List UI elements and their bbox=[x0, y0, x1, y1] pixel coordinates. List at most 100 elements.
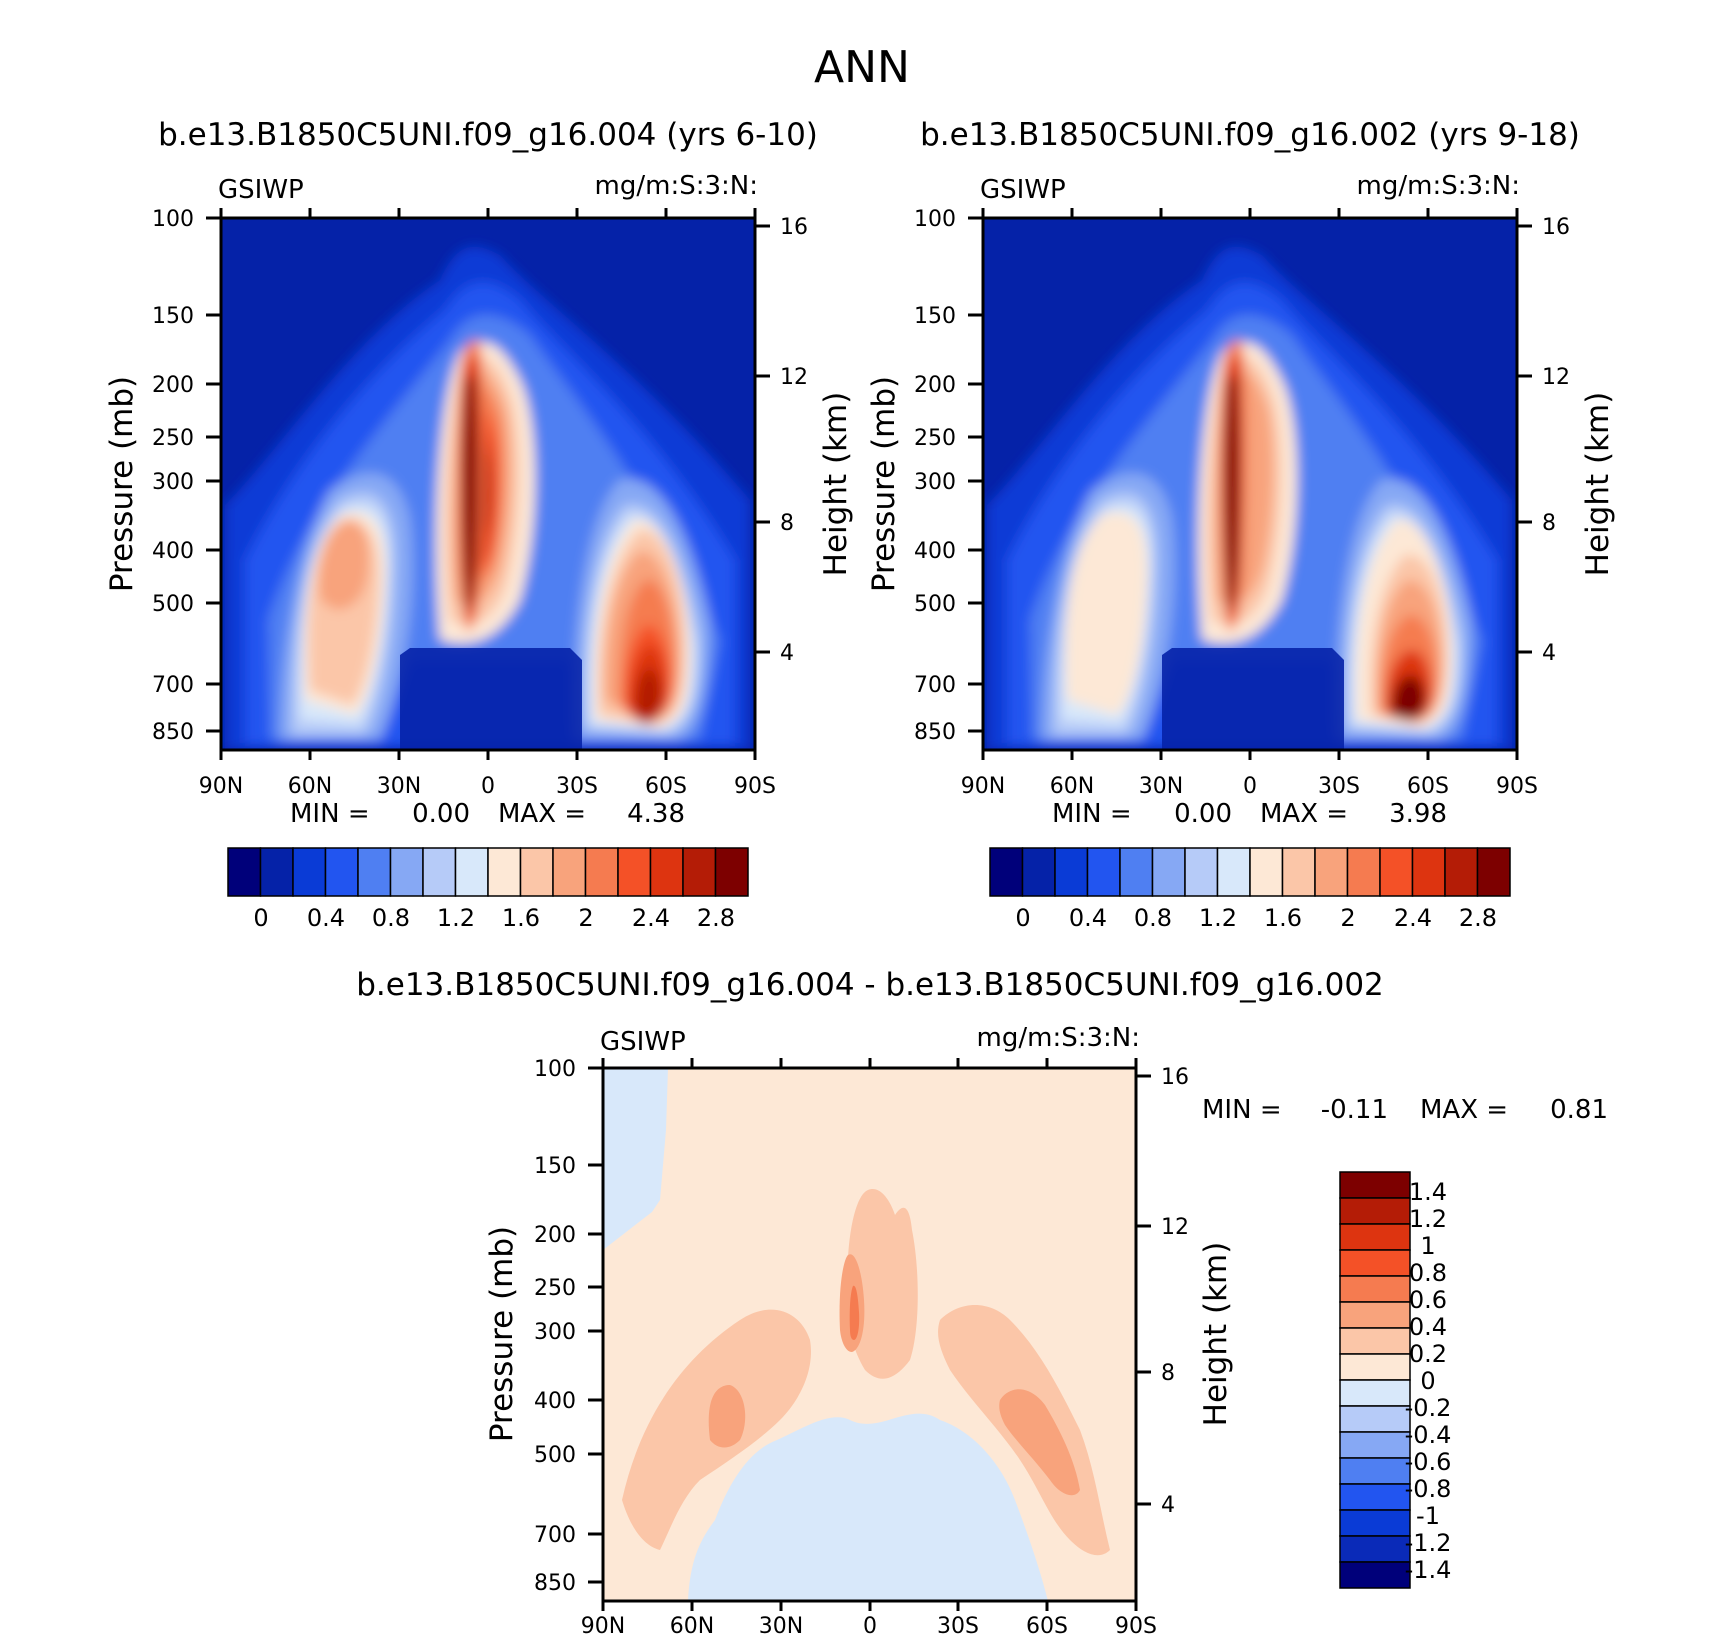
colorbar-swatch bbox=[617, 847, 652, 897]
colorbar-label: 1.6 bbox=[1264, 904, 1302, 932]
colorbar-swatch bbox=[1021, 847, 1056, 897]
colorbar-swatch bbox=[454, 847, 489, 897]
panel-model-004: b.e13.B1850C5UNI.f09_g16.004 (yrs 6-10) … bbox=[104, 117, 854, 932]
colorbar-swatch bbox=[519, 847, 554, 897]
colorbar-swatch bbox=[1249, 847, 1284, 897]
colorbar-swatch bbox=[1281, 847, 1316, 897]
y-tick-label: 200 bbox=[534, 1223, 576, 1248]
y-right-tick-label: 12 bbox=[1542, 365, 1570, 390]
contour-field bbox=[603, 1068, 1136, 1601]
colorbar-swatch bbox=[1339, 1431, 1411, 1459]
colorbar-label: 0 bbox=[1420, 1367, 1435, 1395]
units-label: mg/m:S:3:N: bbox=[977, 1023, 1140, 1053]
colorbar-swatch bbox=[1314, 847, 1349, 897]
max-label: MAX = bbox=[1260, 799, 1348, 829]
colorbar-swatch bbox=[357, 847, 392, 897]
colorbar-swatch bbox=[1379, 847, 1414, 897]
x-tick-label: 60N bbox=[670, 1614, 714, 1639]
y-tick-label: 850 bbox=[152, 720, 194, 745]
colorbar-swatch bbox=[1339, 1249, 1411, 1277]
colorbar-swatch bbox=[584, 847, 619, 897]
colorbar-swatch bbox=[1339, 1457, 1411, 1485]
colorbar-swatch bbox=[1339, 1223, 1411, 1251]
colorbar-label: 2.8 bbox=[697, 904, 735, 932]
x-tick-label: 0 bbox=[1243, 774, 1257, 799]
colorbar-swatch bbox=[1339, 1483, 1411, 1511]
colorbar-label: -1.4 bbox=[1405, 1556, 1452, 1584]
y-tick-label: 200 bbox=[152, 373, 194, 398]
colorbar-swatch bbox=[324, 847, 359, 897]
x-tick-label: 90N bbox=[581, 1614, 625, 1639]
x-tick-label: 0 bbox=[481, 774, 495, 799]
colorbar-labels: 0 0.4 0.8 1.2 1.6 2 2.4 2.8 bbox=[253, 904, 735, 932]
x-tick-label: 90S bbox=[734, 774, 776, 799]
y-right-tick-label: 8 bbox=[1161, 1361, 1175, 1386]
panel-difference: b.e13.B1850C5UNI.f09_g16.004 - b.e13.B18… bbox=[356, 967, 1608, 1639]
y-tick-label: 700 bbox=[152, 673, 194, 698]
x-tick-label: 30N bbox=[759, 1614, 803, 1639]
y-tick-label: 850 bbox=[914, 720, 956, 745]
colorbar-swatch bbox=[1339, 1405, 1411, 1433]
y-axis-right: 16 12 8 4 Height (km) bbox=[755, 215, 854, 666]
x-axis: 90N 60N 30N 0 30S 60S 90S bbox=[961, 208, 1538, 799]
colorbar-label: 1.2 bbox=[1199, 904, 1237, 932]
panel-subtitle: b.e13.B1850C5UNI.f09_g16.004 - b.e13.B18… bbox=[356, 967, 1384, 1003]
x-tick-label: 30S bbox=[937, 1614, 979, 1639]
panel-subtitle: b.e13.B1850C5UNI.f09_g16.002 (yrs 9-18) bbox=[920, 117, 1580, 153]
colorbar-swatch bbox=[389, 847, 424, 897]
contour-field bbox=[221, 218, 755, 750]
colorbar-swatch bbox=[1339, 1171, 1411, 1199]
max-label: MAX = bbox=[1420, 1095, 1508, 1125]
y-tick-label: 150 bbox=[914, 304, 956, 329]
max-value: 3.98 bbox=[1389, 799, 1447, 829]
y-tick-label: 250 bbox=[534, 1276, 576, 1301]
y-axis-right: 16 12 8 4 Height (km) bbox=[1517, 215, 1616, 666]
colorbar-label: 1.2 bbox=[437, 904, 475, 932]
x-tick-label: 60N bbox=[1050, 774, 1094, 799]
max-label: MAX = bbox=[498, 799, 586, 829]
y-tick-label: 400 bbox=[152, 539, 194, 564]
colorbar-swatch bbox=[1339, 1197, 1411, 1225]
figure-title: ANN bbox=[814, 42, 910, 93]
colorbar-swatch bbox=[1339, 1301, 1411, 1329]
y-tick-label: 150 bbox=[534, 1154, 576, 1179]
colorbar-label: 0.4 bbox=[307, 904, 345, 932]
y-right-tick-label: 4 bbox=[1161, 1493, 1175, 1518]
colorbar bbox=[227, 847, 749, 897]
max-value: 0.81 bbox=[1550, 1095, 1608, 1125]
x-tick-label: 60N bbox=[288, 774, 332, 799]
y-right-tick-label: 16 bbox=[1161, 1065, 1189, 1090]
y-tick-label: 300 bbox=[534, 1320, 576, 1345]
y-axis-left: 100 150 200 250 300 400 500 700 850 Pres… bbox=[484, 1057, 603, 1596]
y-right-axis-label: Height (km) bbox=[1580, 392, 1616, 577]
colorbar-swatch bbox=[1339, 1379, 1411, 1407]
colorbar-swatch bbox=[227, 847, 262, 897]
colorbar-label: 0 bbox=[1015, 904, 1030, 932]
units-label: mg/m:S:3:N: bbox=[595, 171, 758, 201]
y-right-tick-label: 16 bbox=[1542, 215, 1570, 240]
y-axis-left: 100 150 200 250 300 400 500 700 850 Pres… bbox=[866, 207, 983, 745]
colorbar-label: -1.2 bbox=[1405, 1529, 1452, 1557]
y-tick-label: 250 bbox=[152, 426, 194, 451]
panel-subtitle: b.e13.B1850C5UNI.f09_g16.004 (yrs 6-10) bbox=[158, 117, 818, 153]
colorbar bbox=[989, 847, 1511, 897]
colorbar-swatch bbox=[1339, 1509, 1411, 1537]
variable-label: GSIWP bbox=[218, 175, 304, 205]
y-right-axis-label: Height (km) bbox=[818, 392, 854, 577]
variable-label: GSIWP bbox=[980, 175, 1066, 205]
variable-label: GSIWP bbox=[600, 1027, 686, 1057]
colorbar-label: 2.4 bbox=[1394, 904, 1432, 932]
colorbar-swatch bbox=[1086, 847, 1121, 897]
colorbar-swatch bbox=[422, 847, 457, 897]
y-right-tick-label: 8 bbox=[780, 511, 794, 536]
colorbar-label: 1.2 bbox=[1409, 1205, 1447, 1233]
colorbar-label: 1.4 bbox=[1409, 1178, 1447, 1206]
y-tick-label: 850 bbox=[534, 1571, 576, 1596]
y-tick-label: 500 bbox=[534, 1443, 576, 1468]
y-tick-label: 400 bbox=[914, 539, 956, 564]
colorbar-label: 0.8 bbox=[1409, 1259, 1447, 1287]
min-label: MIN = bbox=[1202, 1095, 1282, 1125]
y-right-tick-label: 16 bbox=[780, 215, 808, 240]
colorbar-swatch bbox=[1339, 1561, 1411, 1589]
colorbar-swatch bbox=[1411, 847, 1446, 897]
